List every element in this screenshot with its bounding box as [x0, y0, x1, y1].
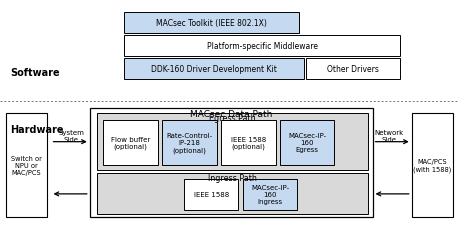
Text: MACsec Toolkit (IEEE 802.1X): MACsec Toolkit (IEEE 802.1X) [156, 19, 267, 27]
Bar [280, 120, 334, 165]
Text: Platform-specific Middleware: Platform-specific Middleware [206, 42, 317, 51]
Text: Flow buffer
(optional): Flow buffer (optional) [111, 136, 150, 149]
Text: Switch or
NPU or
MAC/PCS: Switch or NPU or MAC/PCS [11, 155, 42, 175]
Text: Software: Software [10, 68, 60, 78]
Bar [103, 120, 157, 165]
Text: MACsec Data Path: MACsec Data Path [190, 110, 272, 119]
Text: Other Drivers: Other Drivers [326, 65, 378, 74]
Bar [90, 109, 372, 217]
Text: MAC/PCS
(with 1588): MAC/PCS (with 1588) [412, 158, 451, 172]
Text: Hardware: Hardware [10, 124, 63, 134]
Bar [96, 173, 367, 214]
Bar [242, 179, 297, 210]
Text: Ingress Path: Ingress Path [207, 173, 256, 182]
Text: MACsec-IP-
160
Ingress: MACsec-IP- 160 Ingress [251, 185, 288, 205]
Bar [305, 59, 399, 80]
Text: MACsec-IP-
160
Egress: MACsec-IP- 160 Egress [288, 133, 325, 153]
Text: Network
Side: Network Side [373, 130, 403, 143]
Bar [124, 59, 303, 80]
Bar [124, 36, 399, 57]
Bar [221, 120, 275, 165]
Text: IEEE 1588: IEEE 1588 [193, 192, 228, 198]
Bar [162, 120, 216, 165]
Text: IEEE 1588
(optional): IEEE 1588 (optional) [230, 136, 265, 149]
Bar [6, 113, 47, 217]
Text: Egress Path: Egress Path [208, 114, 255, 123]
Bar [184, 179, 238, 210]
Bar [411, 113, 452, 217]
Bar [96, 113, 367, 170]
Text: Rate-Control-
IP-218
(optional): Rate-Control- IP-218 (optional) [166, 132, 212, 153]
Bar [124, 13, 298, 33]
Text: System
Side: System Side [58, 130, 84, 143]
Text: DDK-160 Driver Development Kit: DDK-160 Driver Development Kit [151, 65, 276, 74]
